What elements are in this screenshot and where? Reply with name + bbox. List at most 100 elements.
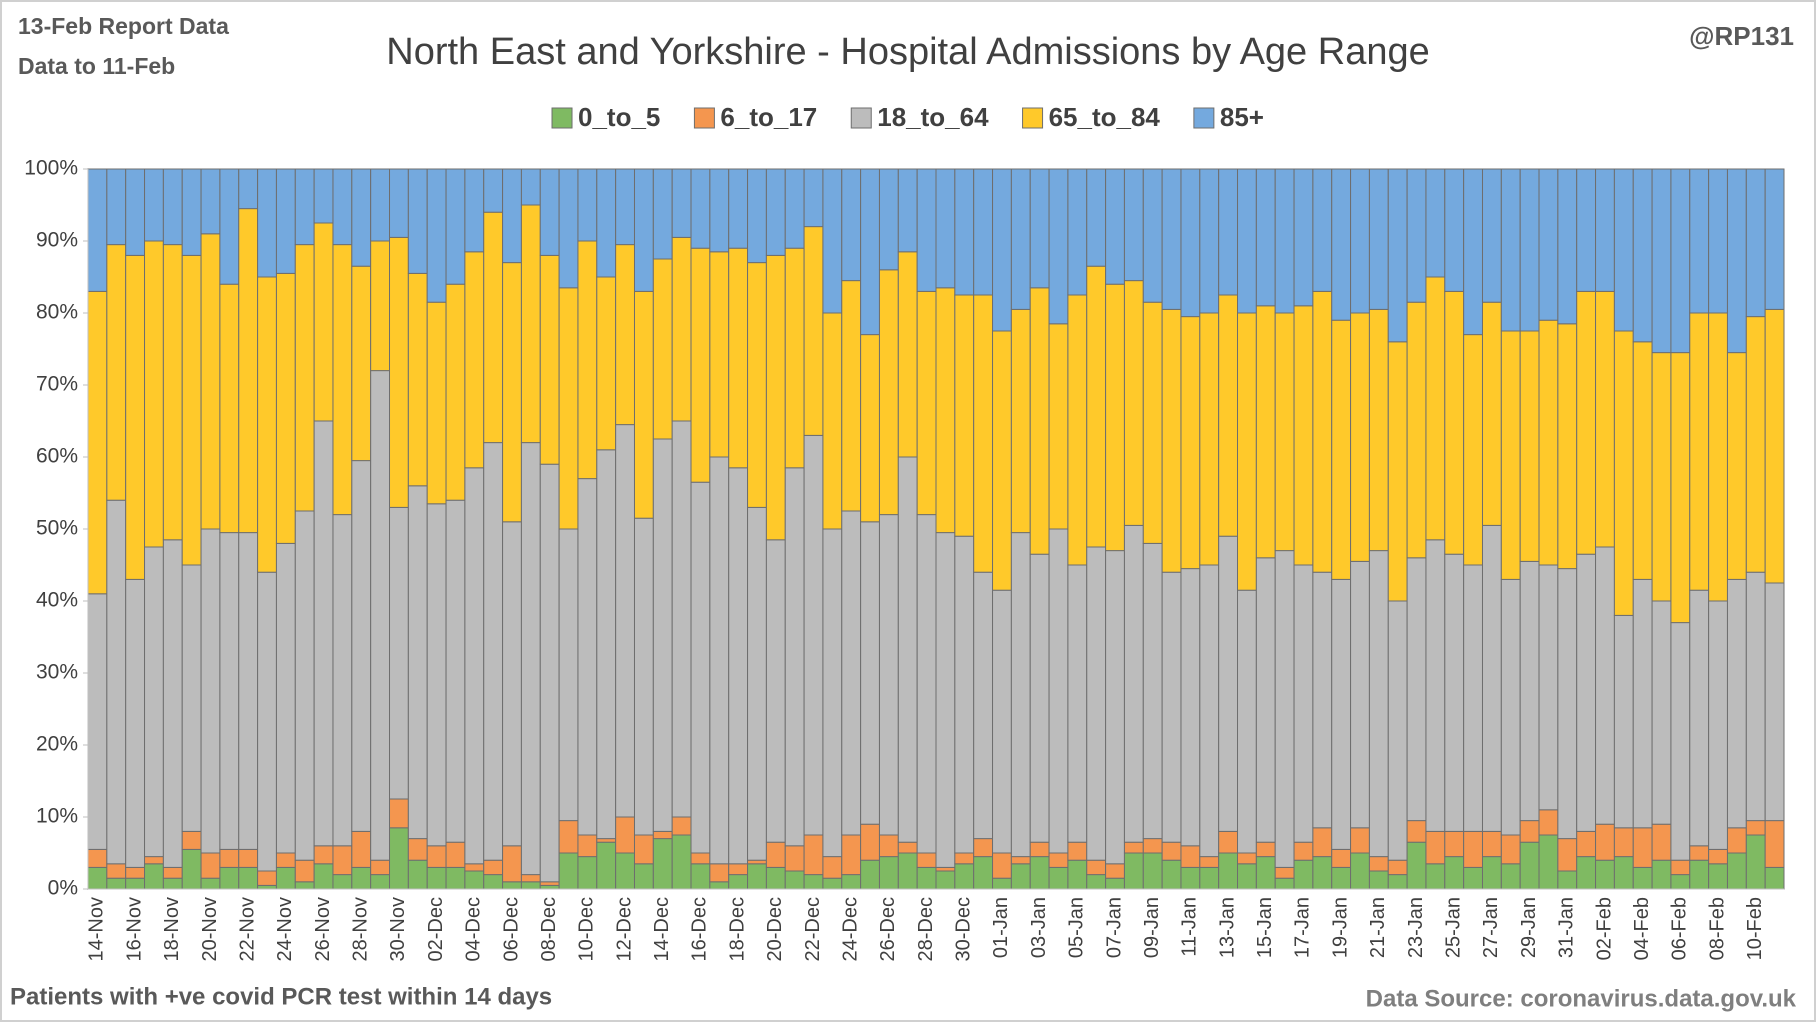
x-tick-label: 21-Jan xyxy=(1367,897,1389,958)
bar-segment xyxy=(502,521,522,847)
x-tick-label: 27-Jan xyxy=(1480,897,1502,958)
bar-segment xyxy=(784,870,805,890)
bar-segment xyxy=(219,168,240,285)
bar-segment xyxy=(1086,546,1107,861)
bar-segment xyxy=(1218,535,1239,832)
bar-segment xyxy=(878,269,899,516)
bar-segment xyxy=(1387,874,1408,890)
bar-segment xyxy=(1161,841,1182,861)
bar-segment xyxy=(1123,280,1144,526)
bar-segment xyxy=(162,244,183,541)
bar-segment xyxy=(1764,582,1785,822)
bar-segment xyxy=(1708,168,1728,314)
x-tick-label: 24-Nov xyxy=(274,897,296,961)
bar-segment xyxy=(1463,830,1483,868)
bar-segment xyxy=(238,848,259,868)
bar-segment xyxy=(615,168,635,246)
bar-segment xyxy=(1105,863,1125,879)
bar-segment xyxy=(1670,874,1691,890)
bar-segment xyxy=(1481,168,1502,303)
bar-segment xyxy=(106,499,127,865)
bar-segment xyxy=(294,859,315,883)
bar-segment xyxy=(275,852,296,868)
bar-segment xyxy=(1689,859,1710,890)
x-tick-label: 30-Dec xyxy=(953,897,975,961)
bar-segment xyxy=(426,168,447,303)
bar-segment xyxy=(1481,524,1502,832)
bar-segment xyxy=(652,830,673,840)
bar-segment xyxy=(1180,568,1201,847)
bar-segment xyxy=(728,874,749,890)
bar-segment xyxy=(1142,542,1163,840)
bar-segment xyxy=(1067,841,1088,861)
bar-segment xyxy=(973,856,994,890)
bar-segment xyxy=(935,866,956,872)
x-tick-label: 15-Jan xyxy=(1254,897,1276,958)
chart-title: North East and Yorkshire - Hospital Admi… xyxy=(386,31,1429,73)
bar-segment xyxy=(935,532,956,868)
bar-segment xyxy=(162,539,183,868)
bar-segment xyxy=(803,834,824,876)
bar-segment xyxy=(690,168,711,249)
bar-segment xyxy=(464,467,485,865)
bar-segment xyxy=(803,168,824,228)
x-tick-label: 08-Feb xyxy=(1706,897,1728,960)
bar-segment xyxy=(313,222,334,422)
bar-segment xyxy=(1576,830,1597,858)
legend-label: 6_to_17 xyxy=(720,102,817,132)
bar-segment xyxy=(596,449,617,840)
bar-segment xyxy=(954,294,975,537)
bar-segment xyxy=(671,834,692,890)
bar-segment xyxy=(1613,168,1634,332)
bar-segment xyxy=(822,168,843,314)
bar-segment xyxy=(1010,863,1031,890)
legend-swatch xyxy=(693,107,715,129)
bar-segment xyxy=(1029,841,1050,858)
bar-segment xyxy=(973,571,994,840)
bar-segment xyxy=(200,528,221,854)
bar-segment xyxy=(1444,290,1465,555)
bar-segment xyxy=(935,287,956,534)
x-tick-label: 10-Feb xyxy=(1744,897,1766,960)
bar-segment xyxy=(916,866,937,890)
bar-segment xyxy=(445,499,466,843)
bar-segment xyxy=(144,863,164,890)
bar-segment xyxy=(709,863,730,883)
bar-segment xyxy=(954,863,975,890)
x-tick-label: 30-Nov xyxy=(387,897,409,961)
bar-segment xyxy=(671,420,692,818)
bar-segment xyxy=(1538,834,1559,890)
bar-segment xyxy=(1010,308,1031,534)
bar-segment xyxy=(1199,312,1220,566)
bar-segment xyxy=(690,247,711,483)
bar-segment xyxy=(784,168,805,249)
report-note: 13-Feb Report Data xyxy=(18,13,229,39)
bar-segment xyxy=(1368,168,1389,310)
bar-segment xyxy=(633,517,654,836)
bar-segment xyxy=(520,874,541,883)
bar-segment xyxy=(106,877,127,890)
bar-segment xyxy=(1255,856,1276,890)
bar-segment xyxy=(633,863,654,890)
x-tick-label: 19-Jan xyxy=(1329,897,1351,958)
bar-segment xyxy=(1048,866,1069,890)
bar-segment xyxy=(1406,557,1427,822)
bar-segment xyxy=(1274,312,1295,552)
bar-segment xyxy=(1218,830,1239,854)
bar-segment xyxy=(294,881,315,890)
x-tick-label: 22-Nov xyxy=(236,897,258,961)
bar-segment xyxy=(1425,863,1446,890)
bar-segment xyxy=(878,856,899,890)
bar-segment xyxy=(275,168,296,274)
bar-segment xyxy=(1312,168,1333,292)
bar-segment xyxy=(407,838,428,861)
bar-segment xyxy=(219,866,240,890)
bar-segment xyxy=(1312,571,1333,829)
bar-segment xyxy=(351,460,372,832)
y-tick-label: 90% xyxy=(36,229,78,252)
bar-segment xyxy=(445,841,466,868)
bar-segment xyxy=(1538,319,1559,566)
bar-segment xyxy=(1632,827,1653,868)
x-tick-label: 05-Jan xyxy=(1066,897,1088,958)
bar-segment xyxy=(389,236,409,508)
